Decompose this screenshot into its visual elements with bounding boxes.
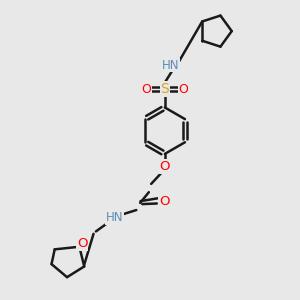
Text: HN: HN — [106, 211, 123, 224]
Text: O: O — [159, 195, 169, 208]
Text: HN: HN — [162, 59, 180, 72]
Text: O: O — [178, 82, 188, 96]
Text: S: S — [160, 82, 169, 96]
Text: O: O — [160, 160, 170, 173]
Text: O: O — [77, 237, 88, 250]
Text: O: O — [142, 82, 152, 96]
